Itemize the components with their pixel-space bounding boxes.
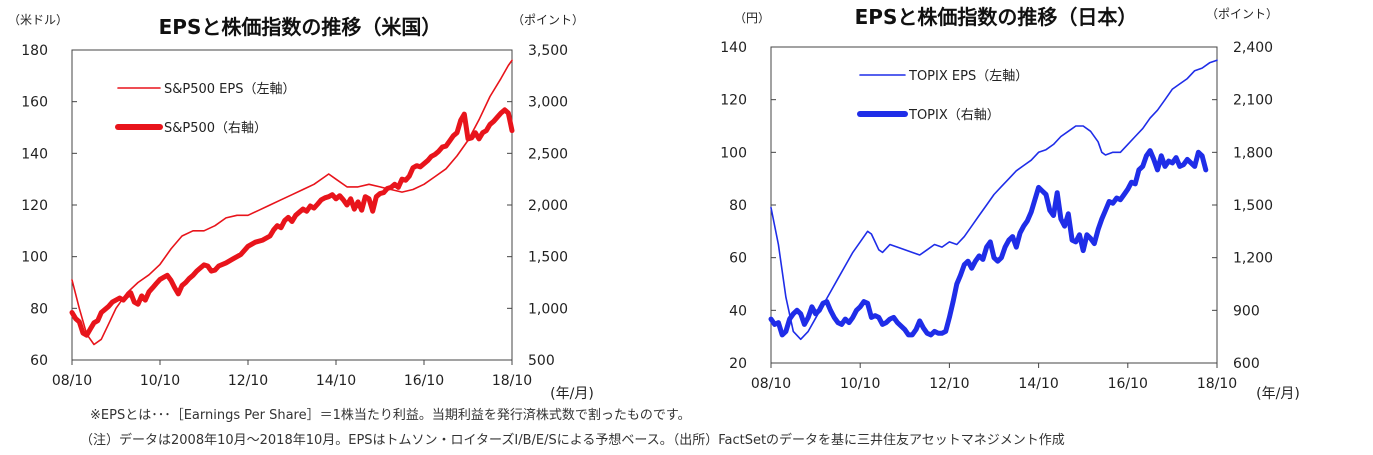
index-series-line: [768, 148, 1209, 338]
legend-label: S&P500 EPS（左軸）: [164, 82, 295, 97]
eps-series-line: [71, 59, 513, 346]
x-tick-label: 12/10: [929, 376, 969, 392]
legend-label: TOPIX（右軸）: [908, 108, 1000, 123]
jp-eps-chart: EPSと株価指数の推移（日本） （円） （ポイント） 20 40 60 80 100 12…: [720, 5, 1300, 400]
right-tick-label: 600: [1233, 356, 1260, 372]
source-note: （注）データは2008年10月～2018年10月。EPSはトムソン・ロイターズI…: [80, 433, 1065, 448]
legend-label: S&P500（右軸）: [164, 121, 267, 136]
right-tick-label: 1,800: [1233, 145, 1273, 161]
chart-title: EPSと株価指数の推移（米国）: [159, 15, 442, 39]
right-tick-label: 2,400: [1233, 40, 1273, 56]
left-tick-label: 100: [21, 250, 48, 266]
plot-frame: [770, 46, 1218, 364]
left-tick-label: 120: [21, 198, 48, 214]
right-tick-label: 1,500: [1233, 198, 1273, 214]
left-tick-label: 60: [729, 251, 747, 267]
left-tick-label: 80: [729, 198, 747, 214]
right-tick-label: 500: [528, 353, 555, 369]
right-axis-unit: （ポイント）: [512, 13, 584, 27]
left-axis-unit: （米ドル）: [8, 13, 68, 27]
left-tick-label: 120: [720, 93, 747, 109]
left-tick-label: 40: [729, 303, 747, 319]
index-series-line: [69, 107, 515, 338]
x-tick-label: 08/10: [52, 373, 92, 389]
right-tick-label: 2,000: [528, 198, 568, 214]
left-tick-label: 20: [729, 356, 747, 372]
x-tick-label: 10/10: [840, 376, 880, 392]
left-tick-label: 80: [30, 301, 48, 317]
right-tick-label: 2,500: [528, 146, 568, 162]
right-tick-label: 1,500: [528, 250, 568, 266]
x-tick-label: 14/10: [316, 373, 356, 389]
left-tick-label: 140: [720, 40, 747, 56]
x-tick-label: 18/10: [1197, 376, 1237, 392]
x-tick-label: 14/10: [1018, 376, 1058, 392]
x-axis-unit: (年/月): [550, 386, 594, 400]
eps-definition-note: ※EPSとは･･･［Earnings Per Share］＝1株当たり利益。当期…: [90, 408, 691, 423]
right-tick-label: 900: [1233, 303, 1260, 319]
left-tick-label: 180: [21, 43, 48, 59]
x-tick-label: 16/10: [404, 373, 444, 389]
eps-series-line: [770, 59, 1218, 341]
left-tick-label: 160: [21, 95, 48, 111]
right-tick-label: 2,100: [1233, 93, 1273, 109]
left-tick-label: 100: [720, 145, 747, 161]
right-tick-label: 1,000: [528, 301, 568, 317]
left-axis-unit: （円）: [734, 11, 770, 25]
x-tick-label: 08/10: [751, 376, 791, 392]
x-tick-label: 16/10: [1108, 376, 1148, 392]
right-tick-label: 3,500: [528, 43, 568, 59]
left-tick-label: 60: [30, 353, 48, 369]
legend-label: TOPIX EPS（左軸）: [908, 69, 1028, 84]
us-eps-chart: EPSと株価指数の推移（米国） （米ドル） （ポイント） 60 80 100 120 1…: [8, 13, 594, 400]
x-tick-label: 12/10: [228, 373, 268, 389]
right-tick-label: 3,000: [528, 95, 568, 111]
left-tick-label: 140: [21, 146, 48, 162]
x-axis-unit: (年/月): [1256, 386, 1300, 400]
x-tick-label: 18/10: [492, 373, 532, 389]
x-tick-label: 10/10: [140, 373, 180, 389]
chart-title: EPSと株価指数の推移（日本）: [855, 5, 1138, 29]
right-tick-label: 1,200: [1233, 251, 1273, 267]
right-axis-unit: （ポイント）: [1206, 7, 1278, 21]
